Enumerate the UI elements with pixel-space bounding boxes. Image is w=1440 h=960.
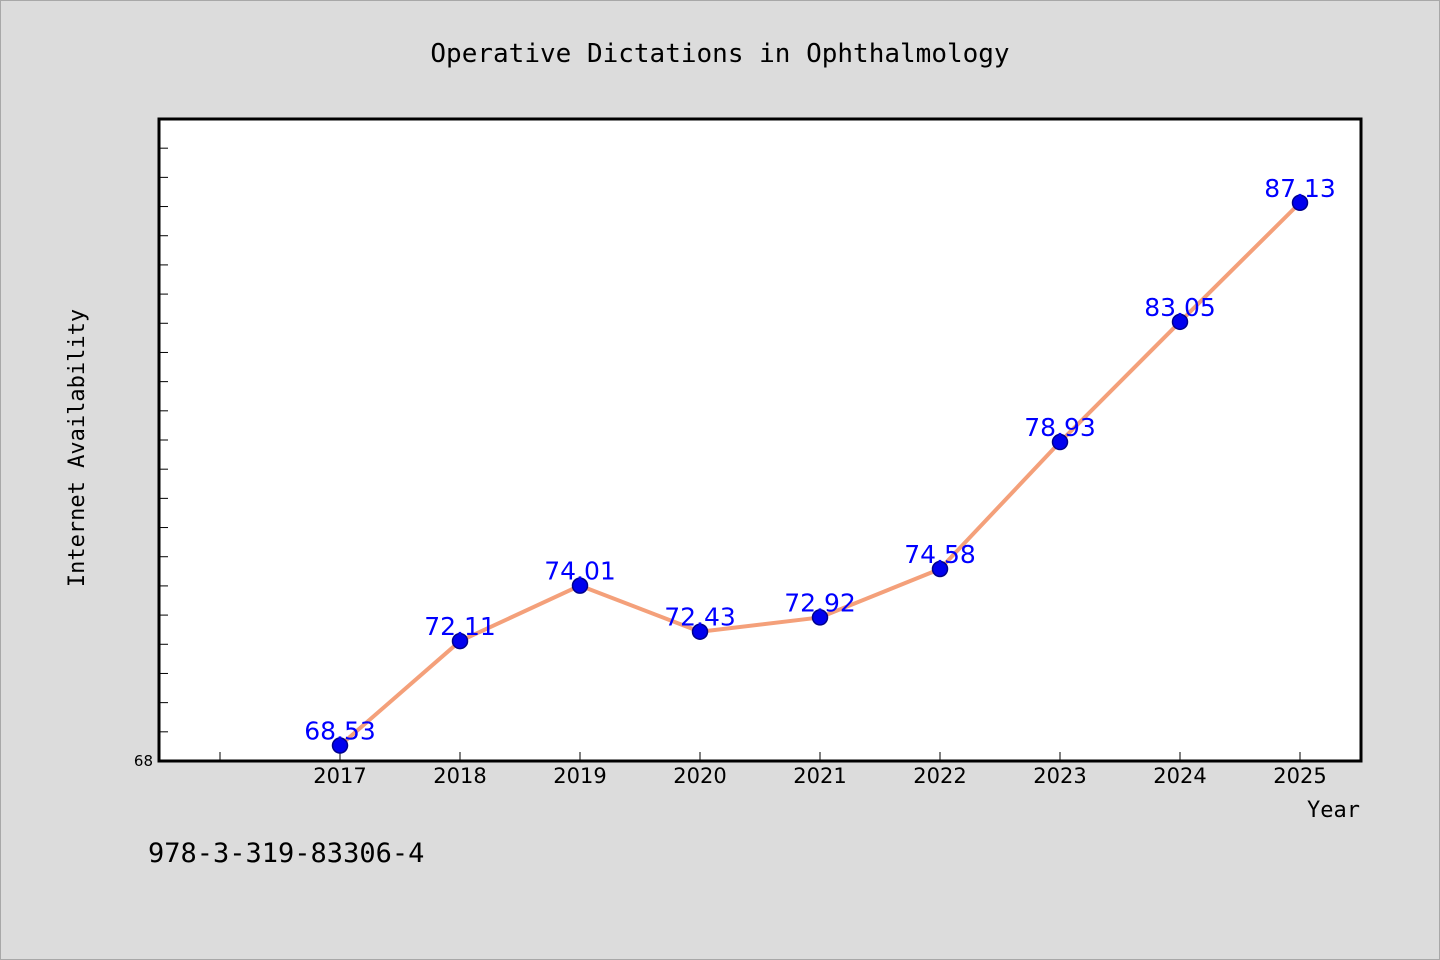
x-tick-label: 2019 <box>553 764 606 788</box>
data-label: 72.92 <box>784 588 856 617</box>
data-label: 74.01 <box>544 557 616 586</box>
y-tick-label: 68 <box>134 752 153 770</box>
x-axis-ticks <box>219 752 1301 761</box>
data-point-marker <box>1051 433 1069 451</box>
y-axis-label: Internet Availability <box>65 309 90 587</box>
x-axis-label: Year <box>1307 798 1360 823</box>
footer-isbn-text: 978-3-319-83306-4 <box>148 838 424 869</box>
data-markers <box>331 194 1309 754</box>
data-point-marker <box>1291 194 1309 212</box>
x-tick-label: 2024 <box>1153 764 1206 788</box>
data-label: 78.93 <box>1024 413 1096 442</box>
data-point-marker <box>931 560 949 578</box>
data-label: 74.58 <box>904 540 976 569</box>
data-point-marker <box>691 623 709 640</box>
data-labels: 68.53 72.11 74.01 72.43 72.92 74.58 78.93 83.05… <box>304 174 1336 746</box>
chart-title: Operative Dictations in Ophthalmology <box>430 39 1009 69</box>
plot-area <box>157 117 1363 763</box>
x-tick-labels: 2017 2018 2019 2020 2021 2022 2023 2024 2025 <box>313 764 1326 788</box>
x-tick-label: 2022 <box>913 764 966 788</box>
data-point-marker <box>331 737 349 754</box>
x-tick-label: 2017 <box>313 764 366 788</box>
data-label: 72.11 <box>424 612 496 641</box>
x-tick-label: 2025 <box>1273 764 1326 788</box>
data-point-marker <box>811 609 829 626</box>
data-point-marker <box>1171 313 1189 331</box>
data-point-marker <box>451 632 469 650</box>
data-point-marker <box>571 577 589 594</box>
data-label: 72.43 <box>664 603 736 632</box>
x-tick-label: 2018 <box>433 764 486 788</box>
y-axis-ticks <box>159 147 168 762</box>
x-tick-label: 2023 <box>1033 764 1086 788</box>
x-tick-label: 2021 <box>793 764 846 788</box>
data-label: 83.05 <box>1144 293 1216 322</box>
data-label: 87.13 <box>1264 174 1336 203</box>
data-label: 68.53 <box>304 717 376 746</box>
x-tick-label: 2020 <box>673 764 726 788</box>
